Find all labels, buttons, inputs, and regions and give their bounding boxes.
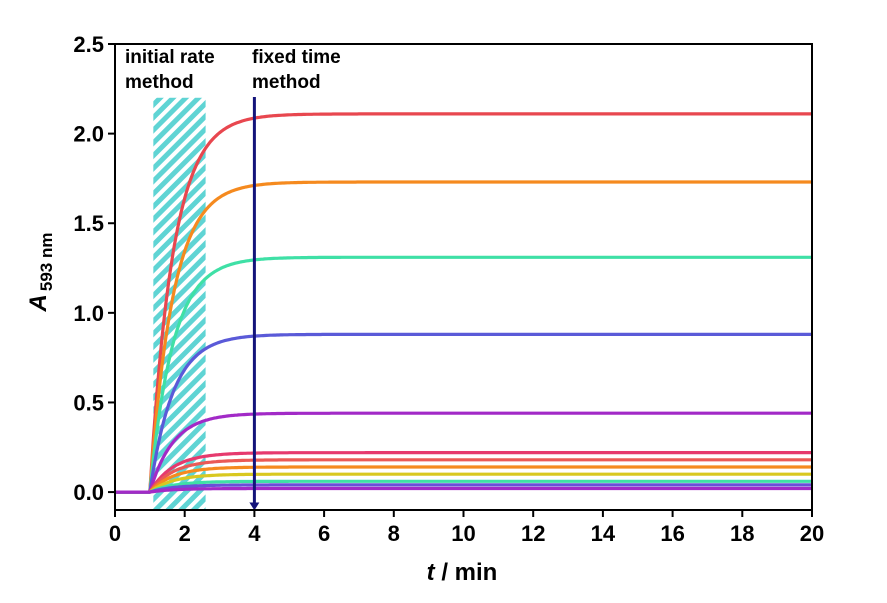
y-axis-ticks: 0.0 0.5 1.0 1.5 2.0 2.5 — [73, 32, 115, 505]
y-axis-title-italic: A — [25, 294, 52, 312]
series-line-7 — [115, 458, 812, 494]
y-tick-label: 2.5 — [73, 32, 104, 57]
x-tick-label: 10 — [451, 521, 475, 546]
series-line-1 — [115, 112, 812, 494]
x-tick-label: 6 — [318, 521, 330, 546]
y-tick-label: 0.0 — [73, 480, 104, 505]
annotation-fixed-time-line2: method — [252, 72, 321, 93]
series-line-10 — [115, 479, 812, 494]
annotation-initial-rate-line2: method — [125, 72, 194, 93]
x-axis-title: t / min — [427, 559, 498, 586]
x-tick-label: 20 — [800, 521, 824, 546]
x-tick-label: 12 — [521, 521, 545, 546]
annotation-initial-rate-line1: initial rate — [125, 47, 215, 68]
x-axis-title-rest: / min — [435, 559, 498, 586]
series-line-3 — [115, 255, 812, 494]
series-layer — [115, 112, 812, 494]
series-line-11 — [115, 483, 812, 494]
y-tick-label: 2.0 — [73, 122, 104, 147]
y-tick-label: 1.0 — [73, 301, 104, 326]
y-axis-title-sub: 593 nm — [37, 233, 56, 292]
series-line-9 — [115, 472, 812, 494]
annotation-fixed-time-line1: fixed time — [252, 47, 341, 68]
x-tick-label: 14 — [591, 521, 616, 546]
series-line-5 — [115, 411, 812, 494]
y-axis-title: A 593 nm — [25, 233, 56, 313]
y-tick-label: 0.5 — [73, 390, 104, 415]
series-line-8 — [115, 465, 812, 494]
x-tick-label: 2 — [179, 521, 191, 546]
series-line-2 — [115, 180, 812, 494]
x-tick-label: 4 — [248, 521, 261, 546]
y-tick-label: 1.5 — [73, 211, 104, 236]
x-tick-label: 18 — [730, 521, 754, 546]
series-line-6 — [115, 451, 812, 494]
x-axis-ticks: 0 2 4 6 8 10 12 14 16 18 20 — [109, 510, 824, 546]
series-line-4 — [115, 332, 812, 494]
x-tick-label: 0 — [109, 521, 121, 546]
x-tick-label: 16 — [660, 521, 684, 546]
x-tick-label: 8 — [388, 521, 400, 546]
series-line-12 — [115, 486, 812, 494]
x-axis-title-italic: t — [427, 559, 436, 586]
